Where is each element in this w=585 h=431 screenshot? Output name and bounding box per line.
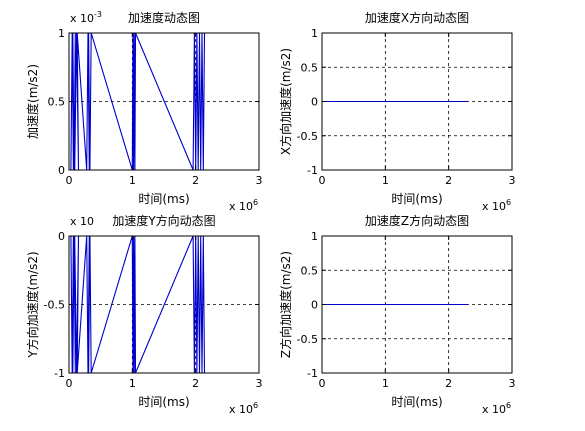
y-tick-label: 0 xyxy=(311,96,318,109)
y-tick-label: -1 xyxy=(307,164,318,177)
y-tick-label: -1 xyxy=(307,367,318,380)
y-tick-label: 0.5 xyxy=(301,61,319,74)
y-tick-label: 0.5 xyxy=(301,264,319,277)
y-tick-label: 0.5 xyxy=(48,96,66,109)
x-axis-label: 时间(ms) xyxy=(138,395,189,409)
x-tick-label: 2 xyxy=(192,174,199,187)
x-tick-label: 2 xyxy=(192,377,199,390)
x-exponent-label: x 106 xyxy=(482,198,511,213)
y-tick-label: 0 xyxy=(58,164,65,177)
x-tick-label: 3 xyxy=(256,174,263,187)
x-tick-label: 0 xyxy=(66,377,73,390)
series-line-1 xyxy=(70,32,206,171)
y-tick-label: 1 xyxy=(58,27,65,40)
y-exponent-label: x 10-3 xyxy=(70,10,102,25)
x-tick-label: 1 xyxy=(129,174,136,187)
x-tick-label: 1 xyxy=(382,174,389,187)
x-exponent-label: x 106 xyxy=(482,401,511,416)
y-tick-label: 0 xyxy=(311,299,318,312)
x-axis-label: 时间(ms) xyxy=(391,395,442,409)
x-tick-label: 3 xyxy=(509,174,516,187)
y-tick-label: -0.5 xyxy=(297,130,318,143)
y-axis-label: Y方向加速度(m/s2) xyxy=(25,251,40,358)
y-axis-label: X方向加速度(m/s2) xyxy=(278,48,293,155)
x-tick-label: 0 xyxy=(66,174,73,187)
x-tick-label: 3 xyxy=(256,377,263,390)
y-axis-label: 加速度(m/s2) xyxy=(25,64,40,139)
x-axis-label: 时间(ms) xyxy=(138,192,189,206)
y-exponent-label: x 10 xyxy=(70,215,94,228)
chart-title: 加速度Z方向动态图 xyxy=(365,213,469,228)
x-tick-label: 0 xyxy=(319,377,326,390)
y-tick-label: 0 xyxy=(58,230,65,243)
chart-title: 加速度Y方向动态图 xyxy=(112,213,215,228)
y-tick-label: -0.5 xyxy=(44,299,65,312)
x-tick-label: 2 xyxy=(445,174,452,187)
x-tick-label: 2 xyxy=(445,377,452,390)
y-tick-label: 1 xyxy=(311,27,318,40)
x-exponent-label: x 106 xyxy=(229,401,258,416)
chart-title: 加速度动态图 xyxy=(128,10,200,25)
x-tick-label: 1 xyxy=(129,377,136,390)
x-tick-label: 1 xyxy=(382,377,389,390)
chart-title: 加速度X方向动态图 xyxy=(365,10,469,25)
y-axis-label: Z方向加速度(m/s2) xyxy=(278,251,293,358)
x-tick-label: 0 xyxy=(319,174,326,187)
y-tick-label: 1 xyxy=(311,230,318,243)
y-tick-label: -0.5 xyxy=(297,333,318,346)
x-axis-label: 时间(ms) xyxy=(391,192,442,206)
x-exponent-label: x 106 xyxy=(229,198,258,213)
series-line-1 xyxy=(70,235,206,374)
x-tick-label: 3 xyxy=(509,377,516,390)
y-tick-label: -1 xyxy=(54,367,65,380)
